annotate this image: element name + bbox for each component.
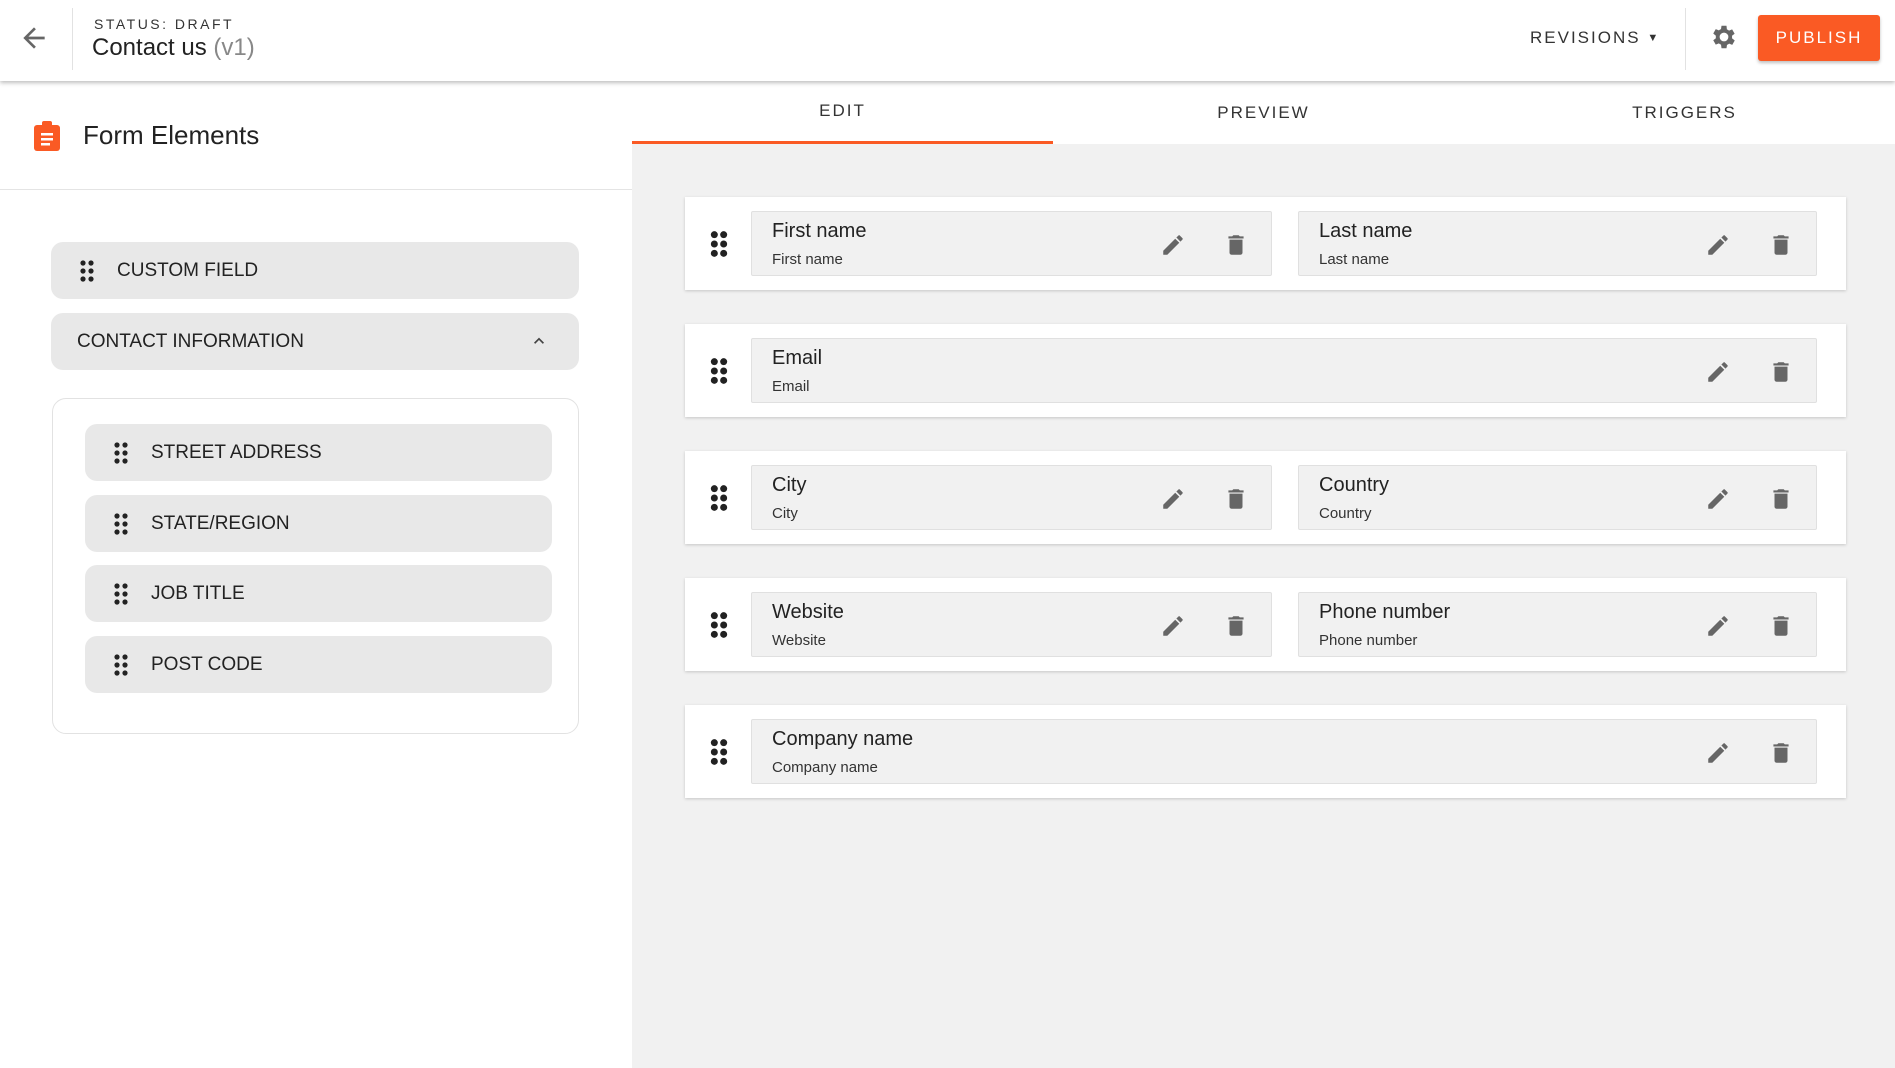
field-placeholder: Last name — [1319, 251, 1390, 268]
trash-icon[interactable] — [1768, 486, 1794, 512]
trash-icon[interactable] — [1223, 232, 1249, 258]
field-placeholder: First name — [772, 251, 843, 268]
form-canvas: First name First name Last name Last nam… — [632, 144, 1895, 1068]
pencil-icon[interactable] — [1160, 613, 1186, 639]
form-row: First name First name Last name Last nam… — [685, 197, 1846, 290]
trash-icon[interactable] — [1768, 740, 1794, 766]
trash-icon[interactable] — [1223, 613, 1249, 639]
drag-handle-icon — [114, 441, 128, 464]
gear-icon[interactable] — [1709, 22, 1739, 52]
group-label: CONTACT INFORMATION — [77, 330, 304, 352]
chevron-up-icon — [534, 337, 544, 344]
field-label: Website — [772, 601, 844, 623]
version-label: (v1) — [213, 34, 255, 61]
page-title: Contact us (v1) — [92, 34, 255, 62]
back-arrow-icon[interactable] — [18, 22, 50, 54]
element-item[interactable]: JOB TITLE — [85, 565, 552, 622]
drag-handle-icon — [80, 259, 94, 282]
drag-handle-icon — [114, 512, 128, 535]
revisions-label: REVISIONS — [1530, 28, 1641, 47]
form-name: Contact us — [92, 34, 207, 61]
trash-icon[interactable] — [1768, 359, 1794, 385]
form-field[interactable]: Website Website — [751, 592, 1272, 657]
form-field[interactable]: City City — [751, 465, 1272, 530]
field-label: Country — [1319, 474, 1390, 496]
element-item[interactable]: POST CODE — [85, 636, 552, 693]
field-label: Last name — [1319, 220, 1413, 242]
trash-icon[interactable] — [1768, 232, 1794, 258]
drag-handle-icon[interactable] — [709, 738, 729, 766]
drag-handle-icon[interactable] — [709, 357, 729, 385]
element-label: STATE/REGION — [151, 512, 290, 534]
element-label: STREET ADDRESS — [151, 441, 322, 463]
revisions-dropdown[interactable]: REVISIONS ▼ — [1530, 28, 1660, 48]
drag-handle-icon[interactable] — [709, 611, 729, 639]
field-label: Phone number — [1319, 601, 1451, 623]
pencil-icon[interactable] — [1705, 740, 1731, 766]
pencil-icon[interactable] — [1705, 359, 1731, 385]
form-row: Company name Company name — [685, 705, 1846, 798]
form-field[interactable]: Email Email — [751, 338, 1817, 403]
field-placeholder: City — [772, 505, 798, 522]
pencil-icon[interactable] — [1705, 232, 1731, 258]
caret-down-icon: ▼ — [1647, 32, 1661, 44]
field-placeholder: Website — [772, 632, 826, 649]
field-placeholder: Email — [772, 378, 810, 395]
panel-header: Form Elements — [0, 81, 632, 190]
form-row: City City Country Country — [685, 451, 1846, 544]
drag-handle-icon[interactable] — [709, 484, 729, 512]
trash-icon[interactable] — [1768, 613, 1794, 639]
status-label: STATUS: DRAFT — [94, 16, 235, 32]
custom-field-item[interactable]: CUSTOM FIELD — [51, 242, 579, 299]
element-item[interactable]: STATE/REGION — [85, 495, 552, 552]
clipboard-icon — [34, 121, 60, 151]
pencil-icon[interactable] — [1705, 613, 1731, 639]
custom-field-label: CUSTOM FIELD — [117, 259, 259, 281]
form-field[interactable]: First name First name — [751, 211, 1272, 276]
drag-handle-icon — [114, 653, 128, 676]
field-label: City — [772, 474, 807, 496]
field-label: Email — [772, 347, 823, 369]
top-bar: STATUS: DRAFT Contact us (v1) REVISIONS … — [0, 0, 1895, 81]
field-label: First name — [772, 220, 867, 242]
tab-preview[interactable]: PREVIEW — [1217, 102, 1310, 122]
form-field[interactable]: Company name Company name — [751, 719, 1817, 784]
trash-icon[interactable] — [1223, 486, 1249, 512]
field-label: Company name — [772, 728, 914, 750]
element-item[interactable]: STREET ADDRESS — [85, 424, 552, 481]
element-label: POST CODE — [151, 653, 263, 675]
pencil-icon[interactable] — [1705, 486, 1731, 512]
pencil-icon[interactable] — [1160, 232, 1186, 258]
panel-title: Form Elements — [83, 120, 260, 150]
form-elements-panel: Form Elements CUSTOM FIELD CONTACT INFOR… — [0, 81, 632, 1068]
drag-handle-icon[interactable] — [709, 230, 729, 258]
field-placeholder: Phone number — [1319, 632, 1418, 649]
element-label: JOB TITLE — [151, 582, 245, 604]
tab-bar: EDIT PREVIEW TRIGGERS — [632, 81, 1895, 144]
contact-information-list — [52, 398, 579, 734]
field-placeholder: Country — [1319, 505, 1372, 522]
tab-triggers[interactable]: TRIGGERS — [1632, 102, 1737, 122]
pencil-icon[interactable] — [1160, 486, 1186, 512]
divider — [72, 8, 73, 70]
field-placeholder: Company name — [772, 759, 878, 776]
form-row: Website Website Phone number Phone numbe… — [685, 578, 1846, 671]
form-row: Email Email — [685, 324, 1846, 417]
form-field[interactable]: Phone number Phone number — [1298, 592, 1817, 657]
publish-button[interactable]: PUBLISH — [1758, 15, 1880, 61]
contact-information-group-toggle[interactable]: CONTACT INFORMATION — [51, 313, 579, 370]
form-field[interactable]: Last name Last name — [1298, 211, 1817, 276]
form-field[interactable]: Country Country — [1298, 465, 1817, 530]
divider — [1685, 8, 1686, 70]
drag-handle-icon — [114, 582, 128, 605]
tab-edit[interactable]: EDIT — [632, 81, 1053, 144]
